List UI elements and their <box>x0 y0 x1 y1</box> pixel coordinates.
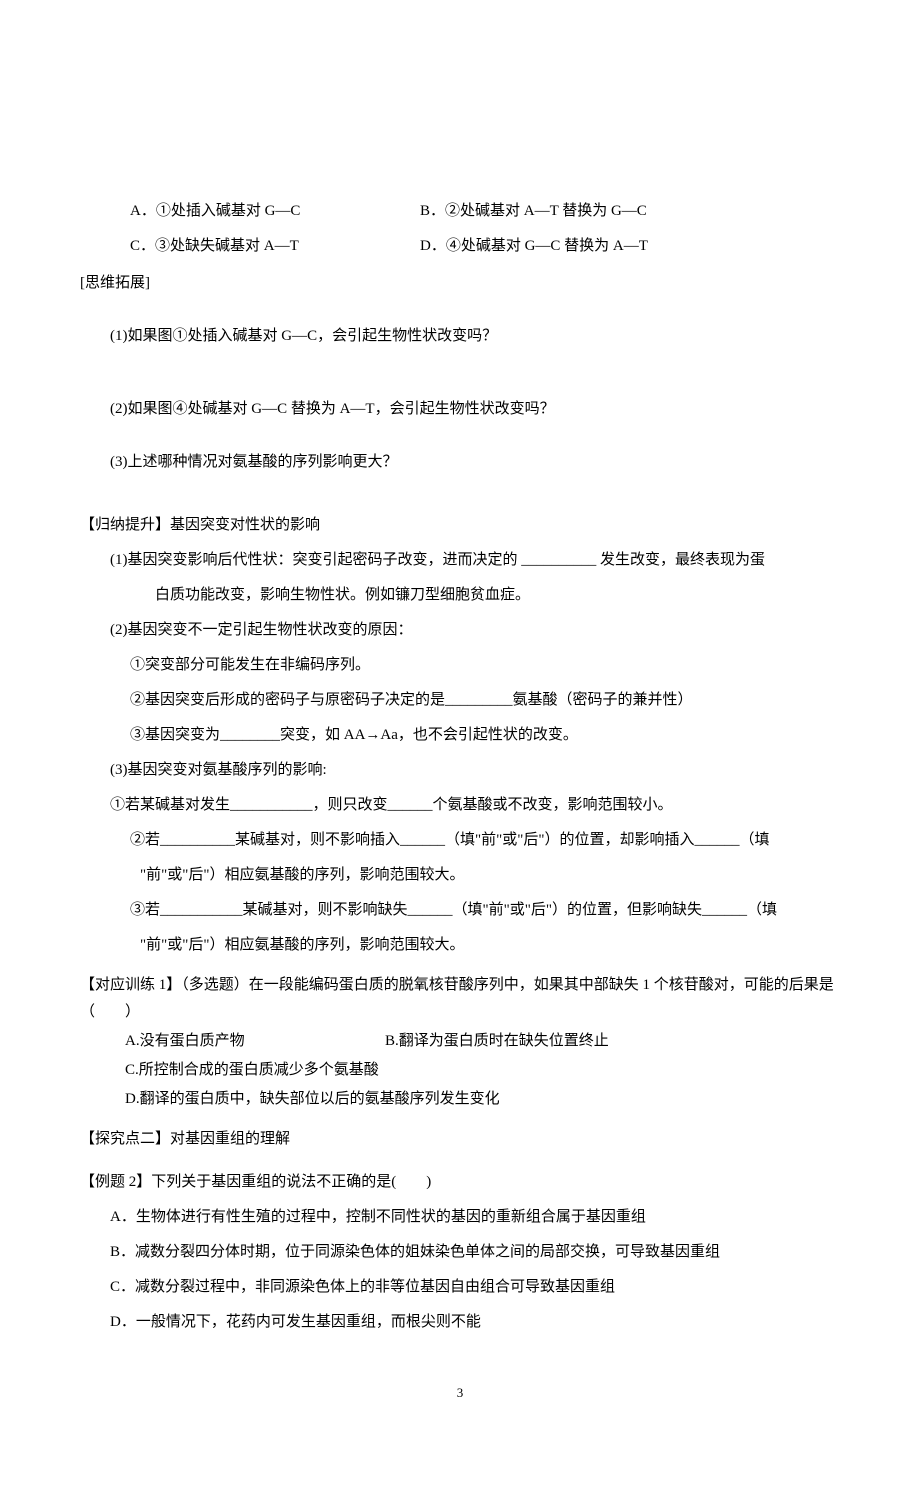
duiying1-heading: 【对应训练 1】（多选题）在一段能编码蛋白质的脱氧核苷酸序列中，如果其中部缺失 … <box>80 972 840 1026</box>
tanjiu2-heading: 【探究点二】对基因重组的理解 <box>80 1123 840 1156</box>
choice-a: A．①处插入碱基对 G—C <box>130 195 420 228</box>
liti2-c: C．减数分裂过程中，非同源染色体上的非等位基因自由组合可导致基因重组 <box>80 1271 840 1304</box>
duiying1-row-ab: A.没有蛋白质产物 B.翻译为蛋白质时在缺失位置终止 <box>80 1028 840 1055</box>
choices-row-2: C．③处缺失碱基对 A—T D．④处碱基对 G—C 替换为 A—T <box>80 230 840 263</box>
liti2-b: B．减数分裂四分体时期，位于同源染色体的姐妹染色单体之间的局部交换，可导致基因重… <box>80 1236 840 1269</box>
liti2-heading: 【例题 2】下列关于基因重组的说法不正确的是( ) <box>80 1166 840 1199</box>
choices-row-1: A．①处插入碱基对 G—C B．②处碱基对 A—T 替换为 G—C <box>80 195 840 228</box>
choice-b: B．②处碱基对 A—T 替换为 G—C <box>420 195 647 228</box>
duiying1-d: D.翻译的蛋白质中，缺失部位以后的氨基酸序列发生变化 <box>80 1086 840 1113</box>
choice-c: C．③处缺失碱基对 A—T <box>130 230 420 263</box>
siwei-q2: (2)如果图④处碱基对 G—C 替换为 A—T，会引起生物性状改变吗？ <box>80 393 840 426</box>
choice-d: D．④处碱基对 G—C 替换为 A—T <box>420 230 648 263</box>
guina-2-1: ①突变部分可能发生在非编码序列。 <box>80 649 840 682</box>
siwei-q1: (1)如果图①处插入碱基对 G—C，会引起生物性状改变吗？ <box>80 320 840 353</box>
duiying1-b: B.翻译为蛋白质时在缺失位置终止 <box>385 1028 609 1055</box>
guina-heading: 【归纳提升】基因突变对性状的影响 <box>80 509 840 542</box>
guina-2: (2)基因突变不一定引起生物性状改变的原因： <box>80 614 840 647</box>
guina-3-2-line1: ②若__________某碱基对，则不影响插入______（填"前"或"后"）的… <box>80 824 840 857</box>
guina-3-1: ①若某碱基对发生___________，则只改变______个氨基酸或不改变，影… <box>80 789 840 822</box>
duiying1-a: A.没有蛋白质产物 <box>125 1028 385 1055</box>
guina-2-2: ②基因突变后形成的密码子与原密码子决定的是_________氨基酸（密码子的兼并… <box>80 684 840 717</box>
siwei-heading: [思维拓展] <box>80 267 840 300</box>
liti2-d: D．一般情况下，花药内可发生基因重组，而根尖则不能 <box>80 1306 840 1339</box>
guina-1-line2: 白质功能改变，影响生物性状。例如镰刀型细胞贫血症。 <box>80 579 840 612</box>
guina-3-3-line1: ③若___________某碱基对，则不影响缺失______（填"前"或"后"）… <box>80 894 840 927</box>
duiying1-c: C.所控制合成的蛋白质减少多个氨基酸 <box>80 1057 840 1084</box>
guina-3-3-line2: "前"或"后"）相应氨基酸的序列，影响范围较大。 <box>80 929 840 962</box>
guina-3: (3)基因突变对氨基酸序列的影响: <box>80 754 840 787</box>
siwei-q3: (3)上述哪种情况对氨基酸的序列影响更大？ <box>80 446 840 479</box>
guina-1-line1: (1)基因突变影响后代性状：突变引起密码子改变，进而决定的 __________… <box>80 544 840 577</box>
liti2-a: A．生物体进行有性生殖的过程中，控制不同性状的基因的重新组合属于基因重组 <box>80 1201 840 1234</box>
guina-3-2-line2: "前"或"后"）相应氨基酸的序列，影响范围较大。 <box>80 859 840 892</box>
guina-2-3: ③基因突变为________突变，如 AA→Aa，也不会引起性状的改变。 <box>80 719 840 752</box>
page-number: 3 <box>80 1379 840 1408</box>
